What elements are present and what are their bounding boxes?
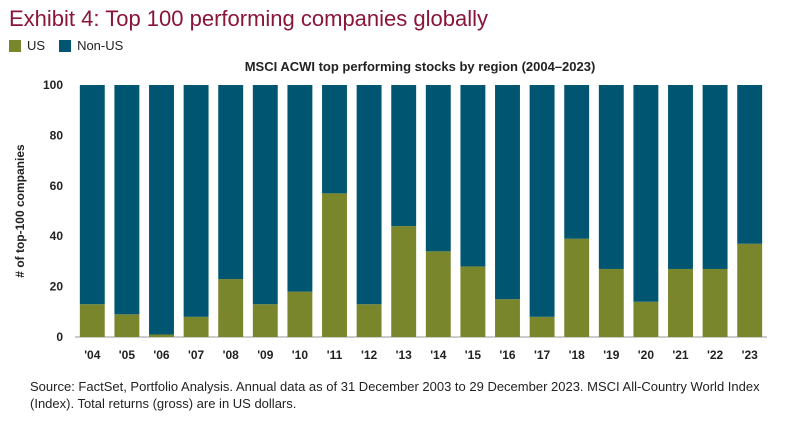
bar-non-us xyxy=(529,85,555,317)
x-tick-label: '15 xyxy=(465,348,482,362)
bar-us xyxy=(460,266,486,337)
x-tick-label: '09 xyxy=(257,348,274,362)
bar-non-us xyxy=(702,85,728,269)
x-tick-label: '05 xyxy=(119,348,136,362)
bar-non-us xyxy=(495,85,520,300)
y-tick-label: 100 xyxy=(43,78,63,92)
bar-non-us xyxy=(668,85,693,269)
bar-us xyxy=(425,251,451,337)
bar-us xyxy=(356,304,382,337)
chart-title: MSCI ACWI top performing stocks by regio… xyxy=(244,59,596,74)
bar-non-us xyxy=(79,85,105,305)
x-tick-label: '19 xyxy=(603,348,620,362)
x-tick-label: '16 xyxy=(499,348,516,362)
x-tick-label: '11 xyxy=(327,348,343,362)
stacked-bar-chart: 0 20 40 60 80 100 '04 '05 '06 '07 '08 '09 '10 '11 '12 '… xyxy=(13,78,767,362)
bar-us xyxy=(633,301,659,337)
bar-non-us xyxy=(322,85,347,194)
exhibit-title: Exhibit 4: Top 100 performing companies … xyxy=(9,6,488,31)
x-tick-label: '13 xyxy=(396,348,413,362)
bar-non-us xyxy=(356,85,382,305)
bar-us xyxy=(114,314,140,337)
bar-non-us xyxy=(425,85,451,252)
bar-us xyxy=(391,226,417,337)
bar-us xyxy=(287,291,313,337)
x-tick-label: '23 xyxy=(742,348,759,362)
bar-us xyxy=(183,316,209,337)
bar-us xyxy=(529,316,555,337)
bar-us xyxy=(737,243,763,337)
y-tick-label: 40 xyxy=(50,229,64,243)
bar-us xyxy=(322,193,347,337)
legend-item-non-us: Non-US xyxy=(59,38,123,53)
y-tick-label: 60 xyxy=(50,179,64,193)
chart-legend: US Non-US xyxy=(9,38,137,53)
x-tick-label: '06 xyxy=(153,348,170,362)
bar-us xyxy=(598,268,624,337)
bar-us xyxy=(702,268,728,337)
x-tick-label: '18 xyxy=(569,348,586,362)
bar-us xyxy=(218,279,244,337)
x-tick-label: '04 xyxy=(84,348,101,362)
y-tick-label: 80 xyxy=(50,128,64,142)
legend-label-non-us: Non-US xyxy=(77,38,124,53)
legend-swatch-non-us xyxy=(59,39,72,52)
x-tick-label: '22 xyxy=(707,348,724,362)
bar-us xyxy=(149,334,174,337)
bar-non-us xyxy=(598,85,624,269)
bar-non-us xyxy=(460,85,486,267)
bar-non-us xyxy=(564,85,590,239)
bar-non-us xyxy=(183,85,209,317)
legend-item-us: US xyxy=(9,38,45,53)
bar-non-us xyxy=(391,85,417,227)
bar-us xyxy=(668,268,693,337)
bar-non-us xyxy=(737,85,763,244)
source-note: Source: FactSet, Portfolio Analysis. Ann… xyxy=(30,379,760,411)
bar-non-us xyxy=(252,85,278,305)
x-tick-label: '14 xyxy=(430,348,447,362)
bar-us xyxy=(564,238,590,337)
x-tick-label: '08 xyxy=(223,348,240,362)
x-tick-label: '12 xyxy=(361,348,378,362)
y-tick-label: 20 xyxy=(50,280,64,294)
bar-non-us xyxy=(114,85,140,315)
bar-non-us xyxy=(149,85,174,335)
bar-us xyxy=(252,304,278,337)
bars-layer xyxy=(79,85,763,337)
legend-label-us: US xyxy=(27,38,46,53)
bar-us xyxy=(79,304,105,337)
x-tick-label: '10 xyxy=(292,348,309,362)
x-tick-label: '17 xyxy=(534,348,551,362)
x-tick-label: '21 xyxy=(672,348,689,362)
bar-non-us xyxy=(633,85,659,302)
bar-non-us xyxy=(218,85,244,280)
bar-us xyxy=(495,299,520,337)
bar-non-us xyxy=(287,85,313,292)
legend-swatch-us xyxy=(9,39,21,52)
y-tick-label: 0 xyxy=(56,330,63,344)
y-axis-label: # of top-100 companies xyxy=(13,144,27,278)
x-tick-label: '20 xyxy=(638,348,655,362)
x-tick-label: '07 xyxy=(188,348,205,362)
